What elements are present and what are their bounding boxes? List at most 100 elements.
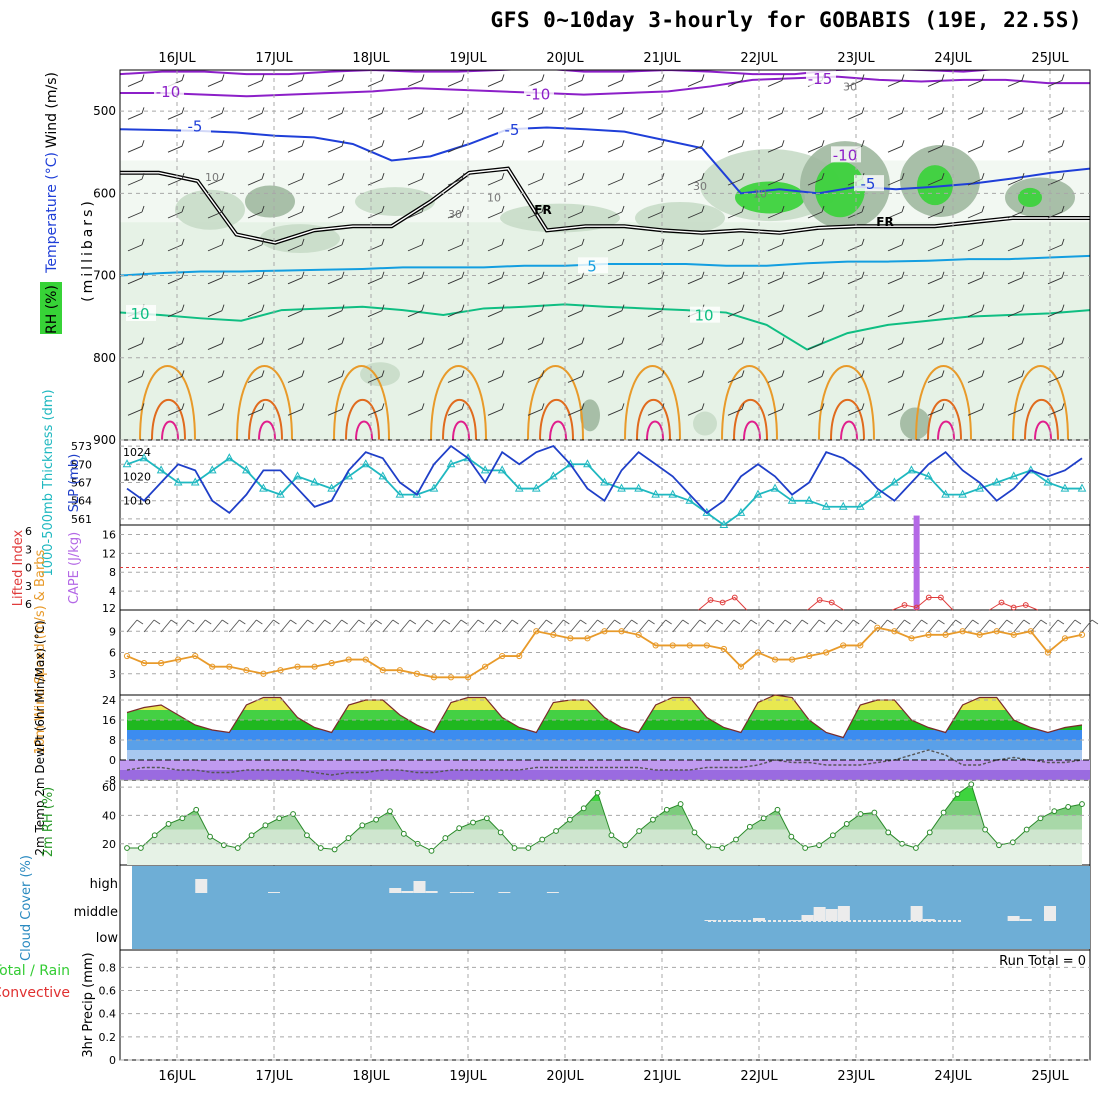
surface-wind-barb	[655, 619, 667, 633]
wind-barb	[327, 304, 345, 318]
wind-barb	[687, 271, 705, 285]
wind-tick-label: 6	[109, 647, 116, 660]
thickness-point	[958, 489, 967, 498]
wind-barb	[127, 403, 145, 416]
wind-barb	[407, 74, 425, 87]
wind-barb	[687, 140, 705, 153]
wind-barb	[287, 140, 305, 153]
wind-barb	[927, 107, 945, 120]
lifted-index-tick-label: 0	[25, 562, 32, 575]
wind-barb	[127, 74, 145, 87]
wind-barb	[727, 370, 745, 383]
wind-barb	[167, 238, 185, 252]
wind-barb	[967, 172, 985, 186]
wind-speed-point	[1010, 631, 1017, 638]
thickness-point	[242, 465, 251, 474]
cloud-bar-middle	[801, 915, 814, 921]
thickness-point	[821, 501, 831, 510]
rh-point	[262, 822, 269, 829]
wind-barb	[567, 238, 585, 252]
wind-barb	[767, 304, 785, 318]
surface-wind-barb	[126, 619, 138, 633]
wind-barb	[247, 74, 265, 87]
wind-barb	[287, 304, 305, 318]
wind-speed-point	[908, 635, 915, 642]
surface-wind-barb	[604, 619, 615, 633]
wind-barb	[1007, 271, 1025, 285]
cloud-bar-middle	[910, 906, 923, 921]
thickness-point	[395, 489, 405, 498]
thickness-line	[126, 457, 1082, 527]
cloud-bar-high	[195, 879, 208, 893]
thickness-tick-label: 573	[71, 440, 92, 453]
surface-wind-barb	[416, 619, 428, 633]
surface-wind-barb	[894, 619, 905, 633]
surface-wind-barb	[648, 619, 655, 625]
wind-speed-point	[788, 656, 796, 663]
wind-barb	[367, 304, 385, 318]
thickness-point	[156, 465, 166, 474]
wind-barb	[927, 271, 945, 285]
thickness-point	[139, 453, 149, 462]
temperature-line	[126, 694, 1083, 739]
thickness-point	[941, 489, 950, 498]
top-day-label: 16JUL	[158, 51, 196, 66]
wind-barb	[567, 370, 585, 383]
surface-wind-barb	[945, 619, 956, 633]
lifted-index-point	[998, 599, 1005, 606]
surface-wind-barb	[740, 619, 752, 633]
wind-barb	[967, 370, 985, 383]
surface-wind-barb	[143, 619, 155, 633]
surface-wind-barb	[170, 619, 178, 625]
rh-blob	[245, 185, 295, 218]
legend-wind-label: Wind (m/s)	[44, 72, 60, 148]
lifted-index-tick-label: 3	[25, 543, 32, 556]
temperature-band	[127, 710, 1082, 720]
wind-barb	[607, 172, 625, 186]
wind-barb	[287, 370, 305, 383]
thickness-point	[651, 489, 660, 498]
legend-rh-swatch	[40, 282, 62, 334]
wind-barb	[487, 271, 505, 285]
wind-barb	[927, 238, 945, 252]
cloud-bar-high	[498, 892, 511, 893]
surface-wind-barb	[477, 619, 485, 625]
thickness-point	[344, 471, 354, 480]
rh-point	[387, 808, 393, 815]
top-day-label: 19JUL	[449, 51, 487, 66]
precip-legend-total: Total / Rain	[0, 963, 70, 979]
rh-point	[954, 791, 961, 798]
rh-contour-label: 10	[753, 187, 767, 200]
rh-point	[608, 832, 615, 839]
slp-tick-label: 1024	[123, 446, 151, 459]
wind-barb	[967, 140, 985, 153]
surface-wind-barb	[716, 619, 724, 625]
wind-barb	[687, 403, 705, 416]
surface-wind-barb	[989, 619, 996, 625]
rh-point	[843, 821, 850, 827]
wind-speed-point	[464, 674, 472, 681]
surface-wind-barb	[791, 619, 803, 633]
surface-wind-barb	[962, 619, 973, 633]
lifted-index-point	[828, 599, 835, 606]
wind-speed-point	[328, 660, 335, 667]
thickness-point	[293, 471, 302, 480]
rh-contour-label: 10	[205, 171, 219, 184]
thickness-point	[1077, 483, 1087, 492]
wind-barb	[287, 74, 305, 87]
wind-barb	[767, 140, 785, 153]
lifted-index-line	[698, 596, 748, 611]
wind-barb	[1007, 370, 1025, 383]
surface-wind-barb	[801, 619, 809, 625]
rh-point	[650, 816, 656, 823]
thickness-point	[549, 471, 558, 480]
isotherm-loop-20	[733, 398, 768, 440]
temperature-band	[127, 750, 1082, 760]
wind-barb	[807, 304, 825, 318]
surface-wind-barb	[853, 619, 860, 625]
wind-barb	[247, 205, 265, 219]
rh-point	[871, 809, 878, 816]
wind-barb	[367, 74, 385, 87]
cloud-bar-high	[546, 892, 559, 893]
